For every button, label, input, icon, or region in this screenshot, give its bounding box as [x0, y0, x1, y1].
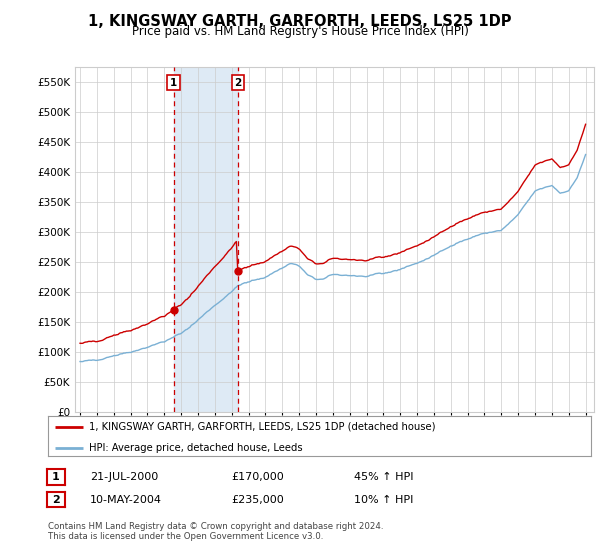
Text: 1: 1 — [52, 472, 59, 482]
Text: 10-MAY-2004: 10-MAY-2004 — [90, 494, 162, 505]
Text: £170,000: £170,000 — [231, 472, 284, 482]
Text: 1: 1 — [170, 78, 177, 88]
Text: 2: 2 — [52, 494, 59, 505]
Text: 1, KINGSWAY GARTH, GARFORTH, LEEDS, LS25 1DP (detached house): 1, KINGSWAY GARTH, GARFORTH, LEEDS, LS25… — [89, 422, 435, 432]
Text: 10% ↑ HPI: 10% ↑ HPI — [354, 494, 413, 505]
Text: 1, KINGSWAY GARTH, GARFORTH, LEEDS, LS25 1DP: 1, KINGSWAY GARTH, GARFORTH, LEEDS, LS25… — [88, 14, 512, 29]
Text: £235,000: £235,000 — [231, 494, 284, 505]
Text: 2: 2 — [234, 78, 241, 88]
Text: 45% ↑ HPI: 45% ↑ HPI — [354, 472, 413, 482]
Text: HPI: Average price, detached house, Leeds: HPI: Average price, detached house, Leed… — [89, 442, 302, 452]
Bar — [173, 67, 238, 412]
Text: Price paid vs. HM Land Registry's House Price Index (HPI): Price paid vs. HM Land Registry's House … — [131, 25, 469, 38]
Text: 21-JUL-2000: 21-JUL-2000 — [90, 472, 158, 482]
Text: Contains HM Land Registry data © Crown copyright and database right 2024.
This d: Contains HM Land Registry data © Crown c… — [48, 522, 383, 542]
